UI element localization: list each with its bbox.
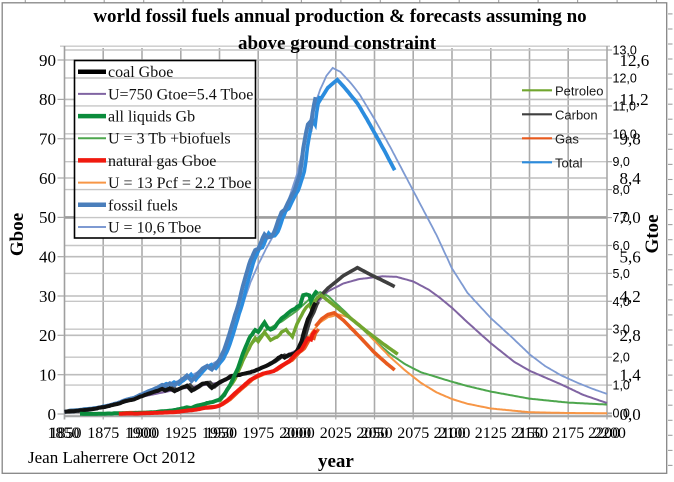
svg-text:1900: 1900 [127, 425, 159, 442]
svg-text:2150: 2150 [511, 425, 543, 442]
svg-text:2175: 2175 [552, 425, 584, 442]
svg-text:natural gas Gboe: natural gas Gboe [108, 153, 216, 170]
svg-text:1900: 1900 [125, 425, 157, 442]
svg-text:all liquids Gb: all liquids Gb [108, 109, 195, 126]
svg-text:1875: 1875 [87, 425, 119, 442]
svg-text:2125: 2125 [475, 425, 507, 442]
svg-text:7,0: 7,0 [613, 211, 630, 225]
svg-text:9,8: 9,8 [620, 130, 641, 149]
svg-text:1,0: 1,0 [613, 379, 630, 393]
svg-text:Petroleo: Petroleo [555, 83, 603, 98]
svg-text:U = 10,6 Tboe: U = 10,6 Tboe [108, 220, 201, 237]
svg-text:1975: 1975 [242, 425, 274, 442]
svg-text:2,8: 2,8 [620, 326, 641, 345]
svg-text:2050: 2050 [356, 425, 388, 442]
svg-text:70: 70 [39, 130, 56, 149]
svg-text:4,2: 4,2 [620, 287, 641, 306]
svg-text:50: 50 [39, 208, 56, 227]
svg-text:8,4: 8,4 [620, 169, 642, 188]
svg-text:5,6: 5,6 [620, 248, 641, 267]
svg-text:1850: 1850 [50, 425, 82, 442]
svg-text:fossil fuels: fossil fuels [108, 197, 178, 214]
svg-text:0,0: 0,0 [620, 405, 641, 424]
svg-text:13,0: 13,0 [613, 44, 637, 58]
svg-text:20: 20 [39, 326, 56, 345]
svg-text:2100: 2100 [438, 425, 470, 442]
svg-text:5,0: 5,0 [613, 267, 630, 281]
svg-text:1950: 1950 [205, 425, 237, 442]
svg-text:above ground constraint: above ground constraint [238, 33, 437, 54]
svg-text:U = 13 Pcf = 2.2 Tboe: U = 13 Pcf = 2.2 Tboe [108, 175, 252, 192]
svg-text:6,0: 6,0 [613, 239, 630, 253]
svg-text:2150: 2150 [516, 425, 548, 442]
svg-text:30: 30 [39, 287, 56, 306]
svg-text:80: 80 [39, 90, 56, 109]
svg-text:Gas: Gas [555, 131, 579, 146]
svg-text:3,0: 3,0 [613, 323, 630, 337]
svg-text:40: 40 [39, 248, 56, 267]
svg-text:coal Gboe: coal Gboe [108, 64, 173, 81]
svg-text:Total: Total [555, 155, 583, 170]
svg-text:90: 90 [39, 51, 56, 70]
svg-text:2000: 2000 [283, 425, 315, 442]
svg-text:12,0: 12,0 [613, 72, 637, 86]
svg-text:2050: 2050 [361, 425, 393, 442]
svg-text:1925: 1925 [165, 425, 197, 442]
svg-text:1850: 1850 [48, 425, 80, 442]
svg-text:2200: 2200 [594, 425, 626, 442]
svg-text:8,0: 8,0 [613, 183, 630, 197]
svg-text:world fossil fuels annual prod: world fossil fuels annual production & f… [93, 6, 586, 27]
svg-text:10: 10 [39, 366, 56, 385]
svg-text:Carbon: Carbon [555, 107, 598, 122]
svg-text:7,0: 7,0 [620, 208, 641, 227]
svg-text:2200: 2200 [588, 425, 620, 442]
svg-text:12,6: 12,6 [620, 51, 650, 70]
svg-text:U=750 Gtoe=5.4 Tboe: U=750 Gtoe=5.4 Tboe [108, 86, 253, 103]
svg-text:1,4: 1,4 [620, 366, 642, 385]
svg-text:11,2: 11,2 [620, 90, 649, 109]
svg-text:Gboe: Gboe [7, 213, 28, 256]
svg-text:year: year [318, 451, 354, 472]
svg-text:2025: 2025 [320, 425, 352, 442]
svg-text:9,0: 9,0 [613, 155, 630, 169]
svg-text:4,0: 4,0 [613, 295, 630, 309]
svg-text:2000: 2000 [279, 425, 311, 442]
svg-text:2100: 2100 [434, 425, 466, 442]
svg-text:1950: 1950 [202, 425, 234, 442]
svg-text:2,0: 2,0 [613, 351, 630, 365]
svg-text:10,0: 10,0 [613, 127, 637, 141]
svg-text:Gtoe: Gtoe [642, 214, 663, 253]
svg-text:0: 0 [48, 405, 57, 424]
svg-text:60: 60 [39, 169, 56, 188]
svg-text:2075: 2075 [397, 425, 429, 442]
svg-text:U = 3 Tb +biofuels: U = 3 Tb +biofuels [108, 131, 231, 148]
svg-text:0,0: 0,0 [613, 407, 630, 421]
svg-text:Jean Laherrere Oct 2012: Jean Laherrere Oct 2012 [28, 448, 196, 467]
svg-text:11,0: 11,0 [613, 99, 636, 113]
